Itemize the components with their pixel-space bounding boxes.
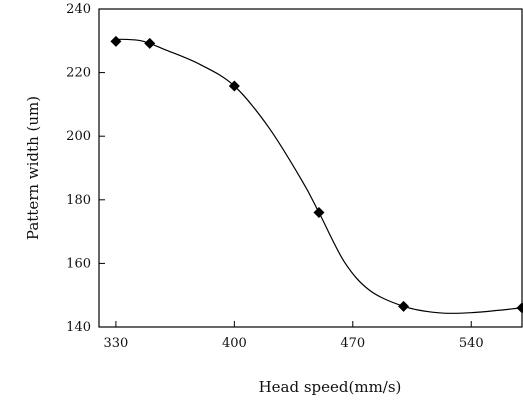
data-point-marker <box>110 35 122 47</box>
x-axis-title: Head speed(mm/s) <box>259 378 402 396</box>
data-point-marker <box>144 37 156 49</box>
plot-frame <box>98 8 523 328</box>
y-axis-title: Pattern width (um) <box>24 96 42 240</box>
data-point-marker <box>313 207 325 219</box>
y-tick-label: 240 <box>66 2 91 17</box>
y-tick-label: 200 <box>66 129 91 144</box>
data-point-marker <box>228 80 240 92</box>
x-tick-label: 540 <box>459 336 484 351</box>
y-tick-label: 160 <box>66 256 91 271</box>
y-tick-label: 180 <box>66 193 91 208</box>
y-tick-label: 140 <box>66 320 91 335</box>
data-markers <box>110 35 523 314</box>
series-line <box>115 38 523 315</box>
x-tick-label: 470 <box>340 336 365 351</box>
y-tick-label: 220 <box>66 66 91 81</box>
y-axis-ticks: 140 160 180 200 220 240 <box>66 2 105 335</box>
x-tick-label: 330 <box>104 336 129 351</box>
x-tick-label: 400 <box>222 336 247 351</box>
data-point-marker <box>516 302 523 314</box>
data-point-marker <box>398 300 410 312</box>
x-axis-ticks: 330 400 470 540 <box>104 321 484 351</box>
